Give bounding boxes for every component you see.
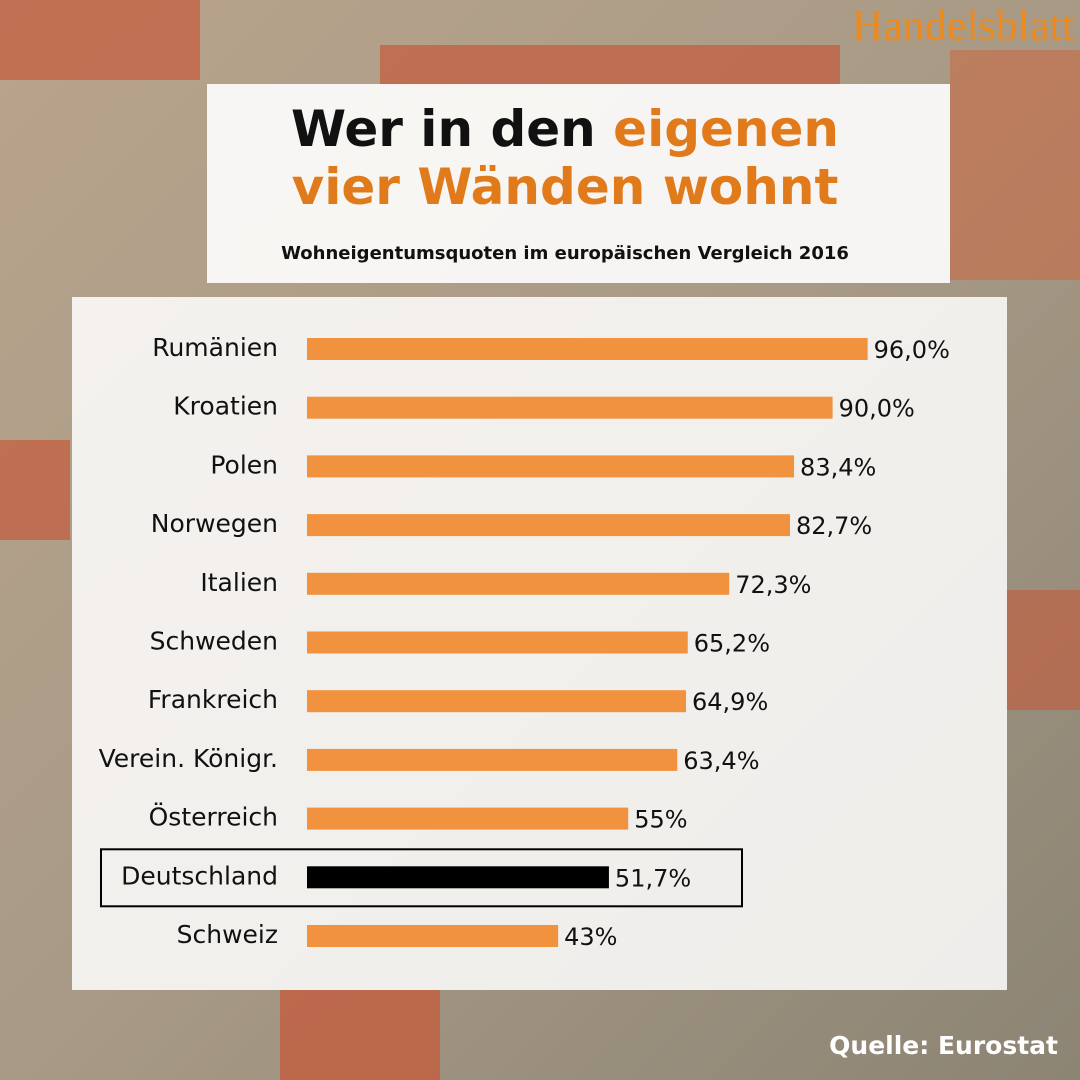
category-label: Norwegen	[151, 509, 278, 538]
value-label: 64,9%	[692, 688, 768, 716]
value-label: 51,7%	[615, 864, 691, 892]
title-panel	[207, 84, 950, 283]
value-label: 65,2%	[694, 630, 770, 658]
category-label: Kroatien	[173, 392, 278, 421]
title-part: vier Wänden wohnt	[292, 158, 839, 216]
plot: Rumänien 96,0% Kroatien 90,0% Polen 83,4% Norw…	[99, 333, 950, 951]
roof	[1005, 590, 1080, 710]
roof	[0, 0, 200, 80]
roof	[380, 45, 840, 85]
category-label: Polen	[210, 450, 278, 479]
title-part: eigenen	[613, 100, 839, 158]
highlight-box	[100, 848, 743, 908]
chart-title: vier Wänden wohnt	[292, 158, 839, 216]
category-label: Frankreich	[148, 685, 278, 714]
source: Quelle: Eurostat	[829, 1031, 1058, 1060]
roof	[0, 440, 70, 540]
value-label: 82,7%	[796, 512, 872, 540]
category-label: Italien	[200, 568, 278, 597]
roof	[280, 990, 440, 1080]
roof	[950, 50, 1080, 280]
category-label: Schweiz	[177, 920, 278, 949]
value-label: 55%	[634, 806, 687, 834]
value-label: 63,4%	[683, 747, 759, 775]
bar	[307, 396, 833, 419]
category-label: Verein. Königr.	[99, 744, 278, 773]
brand: Handelsblatt	[852, 1, 1074, 50]
chart-title: Wer in den eigenen	[291, 100, 839, 158]
chart-subtitle: Wohneigentumsquoten im europäischen Verg…	[281, 243, 849, 264]
value-label: 72,3%	[735, 571, 811, 599]
value-label: 43%	[564, 923, 617, 951]
category-label: Deutschland	[121, 861, 278, 890]
bar	[307, 631, 688, 654]
bar	[307, 455, 795, 478]
bar	[307, 338, 868, 360]
category-label: Österreich	[149, 803, 278, 832]
category-label: Rumänien	[152, 333, 278, 362]
bar	[307, 514, 790, 537]
title-part: Wer in den	[291, 100, 596, 158]
bar	[307, 572, 730, 595]
bar	[307, 925, 559, 947]
bar	[307, 807, 629, 830]
bar	[307, 748, 678, 771]
value-label: 83,4%	[800, 453, 876, 481]
bar	[307, 866, 609, 889]
value-label: 96,0%	[874, 336, 950, 364]
bar	[307, 690, 687, 713]
category-label: Schweden	[150, 627, 278, 656]
value-label: 90,0%	[839, 395, 915, 423]
